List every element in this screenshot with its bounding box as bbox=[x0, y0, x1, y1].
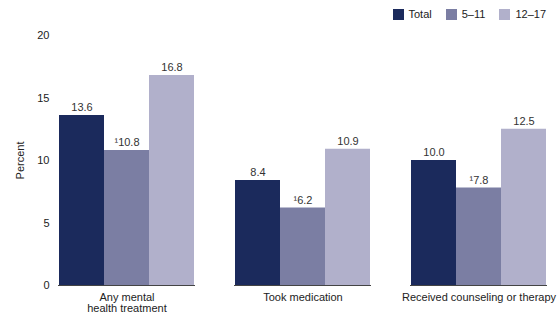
svg-text:¹6.2: ¹6.2 bbox=[294, 194, 313, 206]
svg-text:0: 0 bbox=[43, 279, 49, 291]
svg-text:13.6: 13.6 bbox=[71, 101, 92, 113]
svg-text:16.8: 16.8 bbox=[161, 61, 182, 73]
svg-text:8.4: 8.4 bbox=[250, 166, 265, 178]
svg-text:15: 15 bbox=[37, 92, 49, 104]
svg-text:Received counseling or therapy: Received counseling or therapy bbox=[402, 291, 557, 303]
html-text:Total: Total bbox=[408, 8, 432, 20]
html-text:12–17: 12–17 bbox=[515, 8, 546, 20]
svg-text:Took medication: Took medication bbox=[263, 291, 343, 303]
svg-text:¹7.8: ¹7.8 bbox=[470, 174, 489, 186]
svg-text:5: 5 bbox=[43, 217, 49, 229]
svg-text:20: 20 bbox=[37, 29, 49, 41]
svg-text:10.0: 10.0 bbox=[423, 146, 444, 158]
svg-text:Any mentalhealth treatment: Any mentalhealth treatment bbox=[87, 291, 167, 314]
html-text:5–11: 5–11 bbox=[461, 8, 486, 20]
svg-text:¹10.8: ¹10.8 bbox=[114, 136, 139, 148]
svg-text:12.5: 12.5 bbox=[513, 115, 534, 127]
svg-text:10.9: 10.9 bbox=[337, 135, 358, 147]
svg-text:Percent: Percent bbox=[14, 142, 26, 180]
svg-text:10: 10 bbox=[37, 154, 49, 166]
